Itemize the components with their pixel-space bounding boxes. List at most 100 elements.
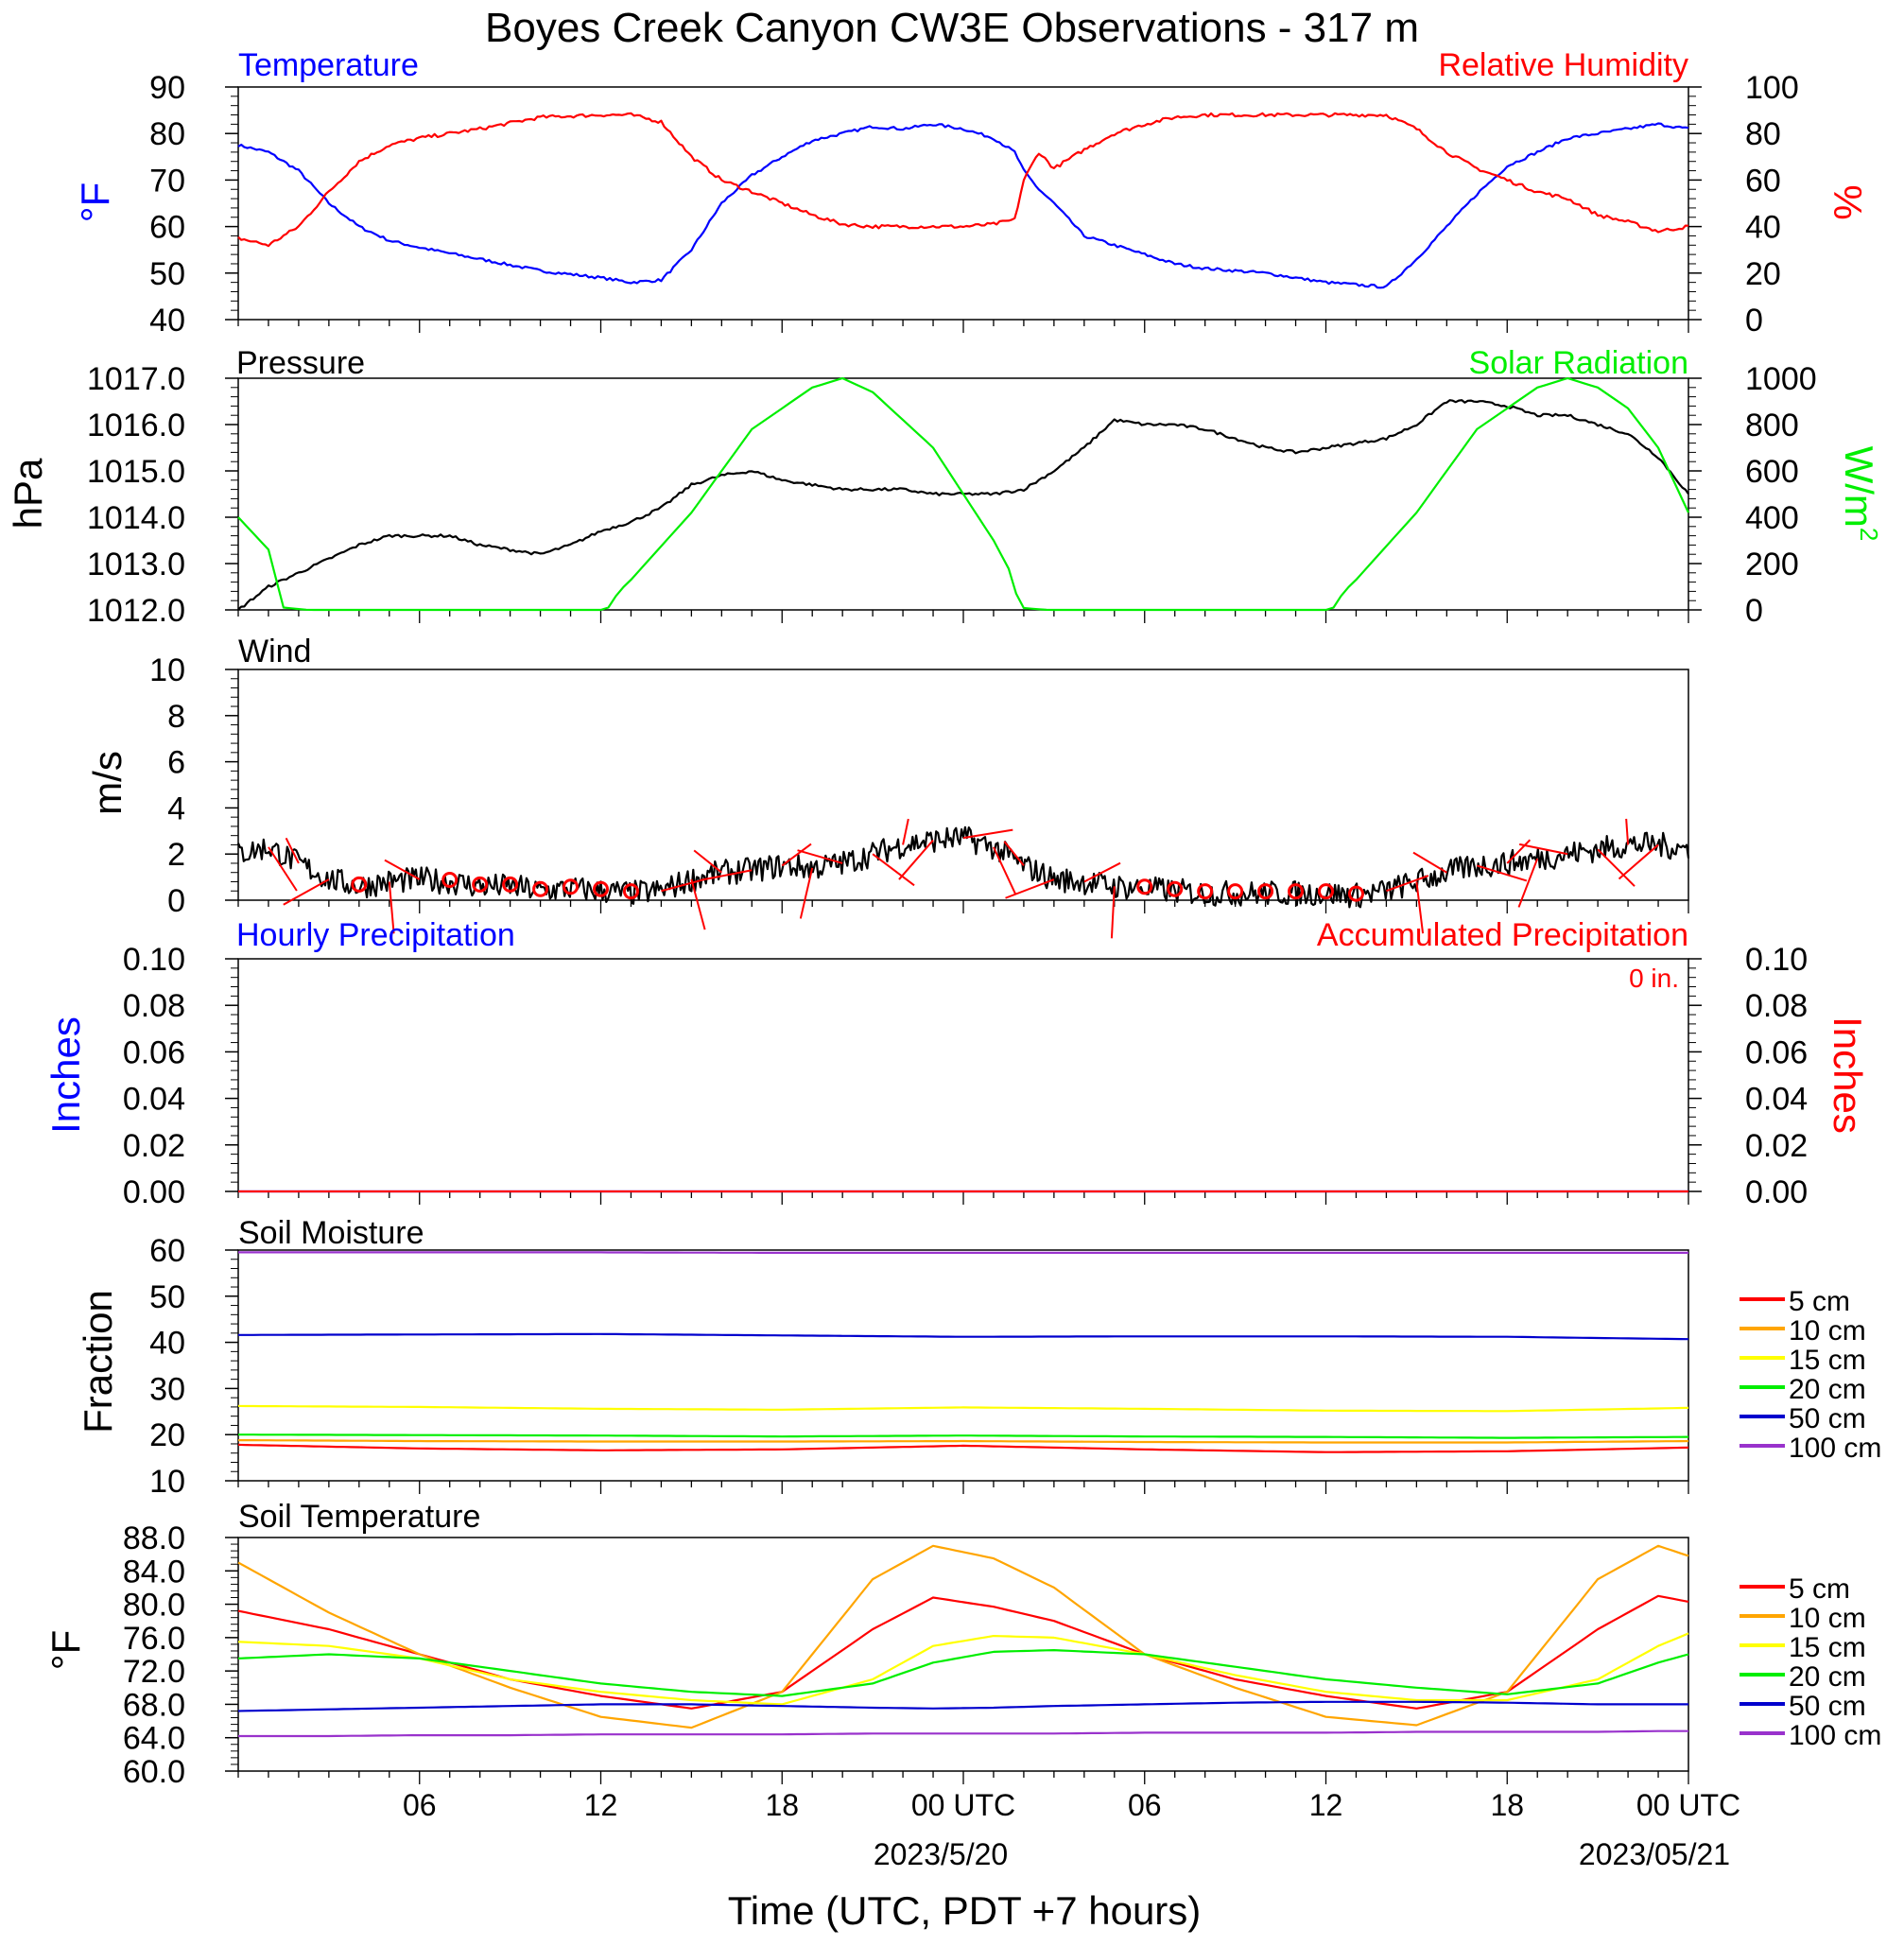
y-tick-label-right: 0.00: [1745, 1174, 1808, 1210]
series-line-15-cm: [237, 1632, 1689, 1706]
y-tick-label-right: 100: [1745, 70, 1799, 106]
x-tick-label: 06: [403, 1788, 437, 1822]
calm-wind-marker: [1318, 883, 1334, 900]
y-tick-label-left: 1017.0: [87, 361, 185, 397]
y-tick-label-left: 0.04: [123, 1082, 185, 1118]
y-tick-label-right: 20: [1745, 256, 1781, 292]
x-axis-label: Time (UTC, PDT +7 hours): [728, 1888, 1202, 1933]
y-axis-label-left: °F: [73, 182, 117, 222]
wind-barb: [898, 839, 934, 880]
series-line-20-cm: [238, 1433, 1689, 1439]
panel-title-left: Temperature: [238, 47, 419, 83]
wind-barb: [799, 867, 814, 919]
y-axis-label-right: Inches: [1826, 1016, 1870, 1134]
legend-label: 5 cm: [1789, 1286, 1850, 1317]
x-tick-label: 18: [1490, 1788, 1524, 1822]
calm-wind-marker: [532, 880, 549, 897]
y-tick-label-left: 80.0: [123, 1588, 185, 1624]
panel-title-right: Relative Humidity: [1438, 47, 1688, 83]
x-tick-label: 06: [1128, 1788, 1162, 1822]
wind-barb: [283, 878, 330, 906]
wind-barb: [661, 877, 708, 893]
legend-label: 50 cm: [1789, 1691, 1866, 1722]
legend-label: 100 cm: [1789, 1720, 1881, 1751]
y-axis-label-right: W/m2: [1837, 446, 1883, 542]
y-tick-label-right: 800: [1745, 408, 1799, 443]
y-tick-label-left: 64.0: [123, 1721, 185, 1757]
y-tick-label-left: 20: [149, 1417, 185, 1453]
y-axis-label-left: hPa: [6, 458, 50, 529]
legend-label: 15 cm: [1789, 1632, 1866, 1663]
wind-barb: [1083, 861, 1121, 883]
wind-barb: [388, 881, 395, 934]
y-tick-label-left: 0.10: [123, 942, 185, 978]
legend-label: 10 cm: [1789, 1315, 1866, 1347]
y-tick-label-left: 0.08: [123, 988, 185, 1024]
wind-barb: [1506, 839, 1532, 864]
y-tick-label-left: 10: [149, 652, 185, 688]
panel-title-left: Soil Moisture: [238, 1215, 424, 1251]
legend-label: 20 cm: [1789, 1661, 1866, 1693]
y-axis-label-left: Inches: [43, 1016, 88, 1134]
calm-wind-marker: [502, 876, 519, 893]
series-line-solar-radiation: [237, 376, 1689, 612]
wind-barb: [285, 837, 300, 864]
series-line-100-cm: [238, 1251, 1688, 1254]
y-tick-label-left: 0.06: [123, 1034, 185, 1070]
calm-wind-marker: [1167, 880, 1184, 897]
plot-frame: [237, 86, 1689, 321]
y-tick-label-left: 0.02: [123, 1128, 185, 1164]
legend-label: 100 cm: [1789, 1433, 1881, 1464]
x-tick-label: 00 UTC: [911, 1788, 1015, 1822]
calm-wind-marker: [563, 878, 580, 895]
y-tick-label-right: 60: [1745, 163, 1781, 199]
wind-barb: [1625, 818, 1630, 845]
y-tick-label-left: 70: [149, 163, 185, 199]
y-tick-label-left: 60.0: [123, 1754, 185, 1790]
wind-barb: [1597, 848, 1636, 887]
calm-wind-marker: [351, 876, 368, 893]
wind-barb: [693, 849, 722, 874]
y-tick-label-left: 30: [149, 1371, 185, 1407]
calm-wind-marker: [1197, 883, 1214, 900]
y-tick-label-left: 40: [149, 1326, 185, 1362]
y-tick-label-right: 0.08: [1745, 988, 1808, 1024]
y-axis-label-left: °F: [43, 1630, 88, 1670]
y-tick-label-left: 6: [167, 745, 185, 781]
wind-barb: [1517, 858, 1539, 908]
wind-panel: Wind m/s 0 2 4 6 8 10: [85, 634, 1690, 939]
y-tick-label-left: 1015.0: [87, 454, 185, 490]
x-tick-label: 12: [584, 1788, 618, 1822]
wind-barb: [384, 859, 421, 880]
wind-barb: [993, 846, 1017, 895]
x-tick-label: 12: [1309, 1788, 1343, 1822]
series-line-relative-humidity: [237, 112, 1689, 248]
pressure-solar-panel: Pressure Solar Radiation hPa W/m2 1012.0…: [6, 345, 1883, 629]
y-tick-label-right: 0.06: [1745, 1034, 1808, 1070]
series-line-10-cm: [238, 1439, 1689, 1444]
wind-barb: [1518, 843, 1568, 856]
plot-frame: [237, 958, 1689, 1192]
y-tick-label-right: 40: [1745, 210, 1781, 246]
series-line-10-cm: [237, 1544, 1689, 1729]
calm-wind-marker: [1227, 883, 1244, 900]
y-tick-label-left: 90: [149, 70, 185, 106]
y-tick-label-left: 88.0: [123, 1520, 185, 1556]
y-tick-label-right: 0.04: [1745, 1082, 1808, 1118]
calm-wind-marker: [1347, 885, 1364, 902]
date-label-1: 2023/5/20: [874, 1837, 1008, 1871]
figure-title: Boyes Creek Canyon CW3E Observations - 3…: [485, 5, 1419, 51]
panel-title-right: Solar Radiation: [1469, 345, 1688, 381]
x-tick-label: 00 UTC: [1636, 1788, 1740, 1822]
series-line-pressure: [237, 399, 1689, 611]
calm-wind-marker: [622, 883, 639, 900]
calm-wind-marker: [593, 880, 609, 897]
y-tick-label-right: 0: [1745, 303, 1763, 339]
y-tick-label-left: 60: [149, 210, 185, 246]
y-tick-label-left: 50: [149, 1279, 185, 1315]
wind-barb: [1005, 878, 1055, 899]
series-line-wind-speed: [236, 825, 1690, 909]
wind-barb: [1386, 875, 1429, 893]
y-tick-label-right: 400: [1745, 500, 1799, 536]
